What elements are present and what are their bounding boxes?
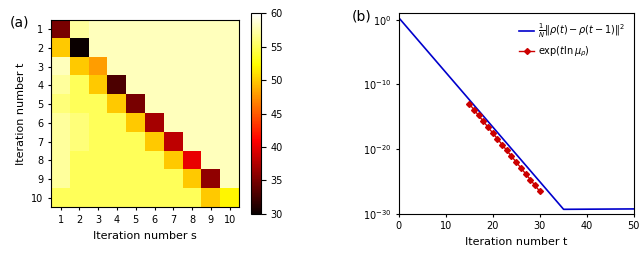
$\exp(t \ln \mu_\rho)$ <box>503 149 511 152</box>
$\frac{1}{N}\|\rho(t) - \rho(t-1)\|^2$ <box>503 142 511 145</box>
$\exp(t \ln \mu_\rho)$ <box>493 137 501 140</box>
$\exp(t \ln \mu_\rho)$ <box>522 172 529 175</box>
$\exp(t \ln \mu_\rho)$ <box>508 155 515 158</box>
$\exp(t \ln \mu_\rho)$ <box>513 161 520 164</box>
$\exp(t \ln \mu_\rho)$ <box>489 131 497 135</box>
Text: (b): (b) <box>352 9 372 23</box>
$\exp(t \ln \mu_\rho)$ <box>465 102 473 105</box>
X-axis label: Iteration number s: Iteration number s <box>93 231 197 241</box>
$\exp(t \ln \mu_\rho)$ <box>475 114 483 117</box>
$\frac{1}{N}\|\rho(t) - \rho(t-1)\|^2$ <box>407 30 415 33</box>
Text: (a): (a) <box>10 16 29 30</box>
$\exp(t \ln \mu_\rho)$ <box>499 143 506 146</box>
$\frac{1}{N}\|\rho(t) - \rho(t-1)\|^2$ <box>560 208 568 211</box>
$\exp(t \ln \mu_\rho)$ <box>531 184 539 187</box>
$\exp(t \ln \mu_\rho)$ <box>470 108 477 111</box>
Line: $\frac{1}{N}\|\rho(t) - \rho(t-1)\|^2$: $\frac{1}{N}\|\rho(t) - \rho(t-1)\|^2$ <box>399 18 634 209</box>
Line: $\exp(t \ln \mu_\rho)$: $\exp(t \ln \mu_\rho)$ <box>467 102 541 193</box>
$\frac{1}{N}\|\rho(t) - \rho(t-1)\|^2$ <box>623 208 630 211</box>
Y-axis label: Iteration number t: Iteration number t <box>16 62 26 165</box>
$\exp(t \ln \mu_\rho)$ <box>484 125 492 129</box>
$\exp(t \ln \mu_\rho)$ <box>517 166 525 169</box>
$\frac{1}{N}\|\rho(t) - \rho(t-1)\|^2$ <box>623 208 631 211</box>
X-axis label: Iteration number t: Iteration number t <box>465 237 568 247</box>
$\frac{1}{N}\|\rho(t) - \rho(t-1)\|^2$ <box>580 208 588 211</box>
$\exp(t \ln \mu_\rho)$ <box>536 190 543 193</box>
$\frac{1}{N}\|\rho(t) - \rho(t-1)\|^2$ <box>395 16 403 19</box>
Legend: $\frac{1}{N}\|\rho(t) - \rho(t-1)\|^2$, $\exp(t \ln \mu_\rho)$: $\frac{1}{N}\|\rho(t) - \rho(t-1)\|^2$, … <box>515 18 628 63</box>
$\frac{1}{N}\|\rho(t) - \rho(t-1)\|^2$ <box>509 149 516 152</box>
$\frac{1}{N}\|\rho(t) - \rho(t-1)\|^2$ <box>630 207 637 210</box>
$\exp(t \ln \mu_\rho)$ <box>527 178 534 181</box>
$\exp(t \ln \mu_\rho)$ <box>479 120 487 123</box>
